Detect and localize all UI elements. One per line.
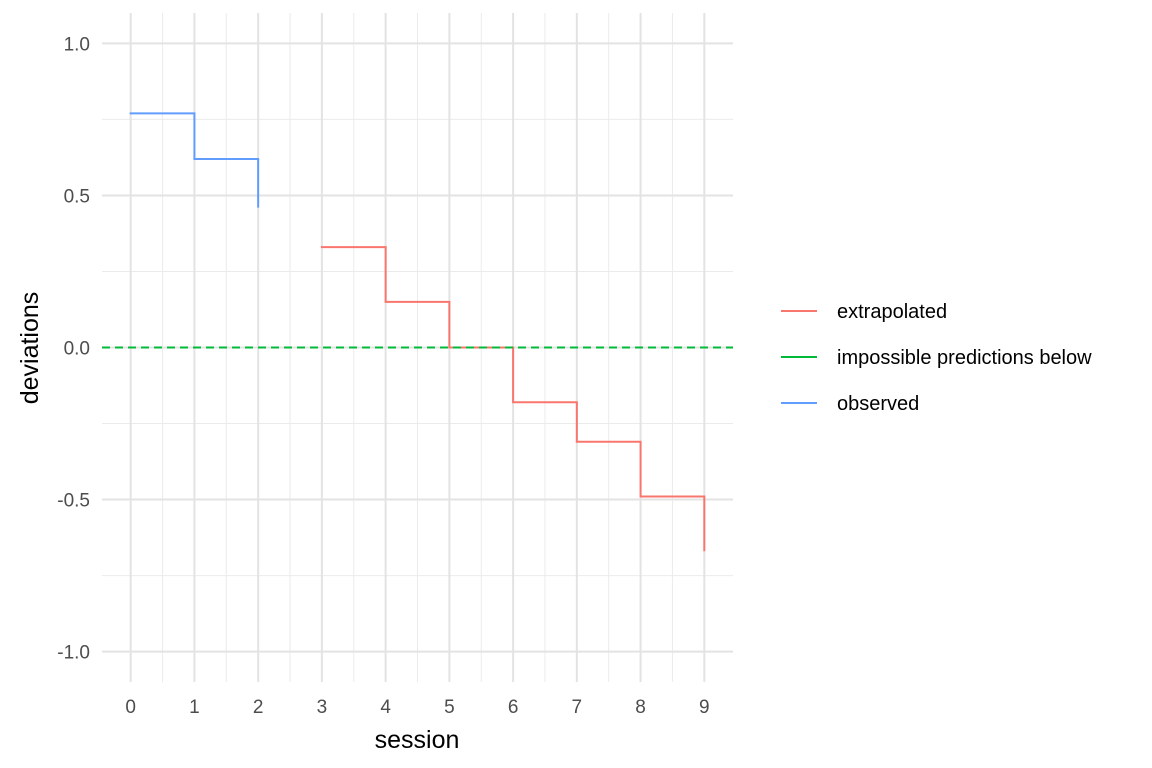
series-observed <box>129 112 260 208</box>
x-tick-label: 9 <box>699 697 710 718</box>
tick-layer: 0 1 2 3 4 5 6 7 8 9 1.0 0.5 0.0 -0.5 -1.0 <box>57 34 709 718</box>
x-tick-label: 3 <box>317 697 328 718</box>
series-layer <box>102 112 733 552</box>
y-tick-label: 1.0 <box>64 34 90 55</box>
y-tick-label: -1.0 <box>57 643 90 664</box>
legend-label: extrapolated <box>837 301 947 323</box>
x-tick-label: 1 <box>189 697 200 718</box>
y-tick-label: -0.5 <box>57 491 90 512</box>
x-tick-label: 6 <box>508 697 519 718</box>
x-tick-label: 4 <box>380 697 391 718</box>
legend-label: impossible predictions below <box>837 347 1092 369</box>
y-axis-title: deviations <box>16 292 44 405</box>
x-tick-label: 5 <box>444 697 455 718</box>
x-tick-label: 8 <box>635 697 646 718</box>
legend-label: observed <box>837 393 919 415</box>
y-tick-label: 0.0 <box>64 339 90 360</box>
x-tick-label: 0 <box>125 697 136 718</box>
x-tick-label: 2 <box>253 697 264 718</box>
legend: extrapolated impossible predictions below… <box>781 301 1092 415</box>
y-tick-label: 0.5 <box>64 186 90 207</box>
x-axis-title: session <box>375 726 460 754</box>
x-tick-label: 7 <box>572 697 583 718</box>
